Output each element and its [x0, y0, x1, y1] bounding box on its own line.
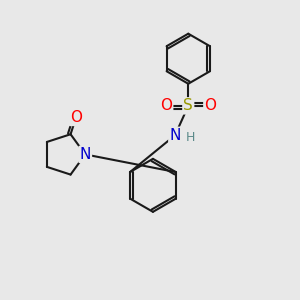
Text: O: O — [204, 98, 216, 113]
Text: H: H — [186, 131, 195, 144]
Text: S: S — [183, 98, 193, 113]
Text: O: O — [70, 110, 82, 125]
Text: N: N — [169, 128, 181, 143]
Text: N: N — [80, 147, 91, 162]
Text: O: O — [160, 98, 172, 113]
